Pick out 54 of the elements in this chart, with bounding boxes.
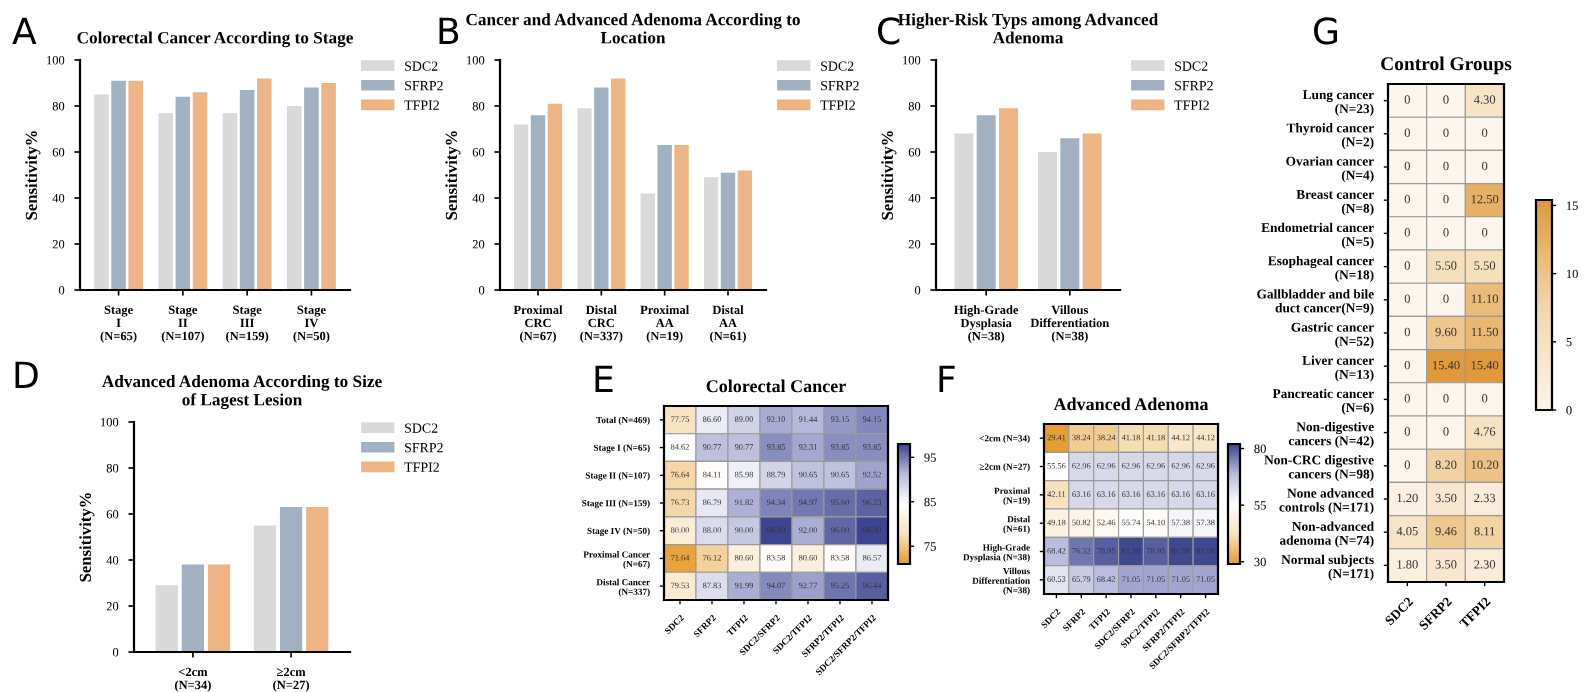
text: C	[878, 17, 900, 45]
chart-title: Advanced Adenoma	[1053, 397, 1209, 411]
bar	[192, 92, 208, 290]
bar	[239, 89, 255, 290]
text: D	[15, 361, 38, 388]
text: B	[439, 17, 459, 44]
bar	[111, 80, 126, 290]
bar	[128, 80, 143, 290]
bar	[703, 177, 719, 290]
text: F	[939, 365, 955, 392]
bar	[674, 145, 689, 290]
bar	[976, 115, 996, 290]
text: A	[12, 17, 37, 44]
bar	[657, 145, 672, 290]
bar	[640, 193, 655, 290]
y-axis-title: Sensitivity%	[881, 131, 897, 220]
bar	[287, 106, 302, 290]
bar	[513, 124, 529, 290]
bar	[594, 87, 609, 290]
chart-title: Control Groups	[1381, 56, 1512, 75]
bar	[577, 108, 592, 290]
bar	[304, 87, 319, 290]
bar	[181, 564, 205, 652]
bar	[175, 96, 191, 290]
bar	[611, 78, 626, 290]
bar	[207, 564, 231, 652]
bar	[279, 507, 303, 652]
bar	[954, 133, 974, 290]
bar	[222, 112, 238, 290]
bar	[158, 112, 173, 290]
bar	[253, 525, 277, 652]
bar	[321, 83, 336, 290]
chart-title: Advanced Adenoma According to Size of Lagest Lesion	[102, 375, 382, 410]
text: G	[1314, 17, 1338, 45]
chart-title: Higher-Risk Typs among Advanced Adenoma	[898, 13, 1159, 44]
chart-title: Colorectal Cancer	[706, 379, 846, 393]
chart-title: Cancer and Advanced Adenoma According to Location	[466, 13, 800, 44]
bar	[155, 585, 178, 652]
bar	[1060, 138, 1080, 290]
bar	[1038, 152, 1057, 290]
bar	[94, 94, 109, 290]
bar	[737, 170, 753, 290]
text: E	[595, 365, 613, 392]
bar	[547, 103, 563, 290]
y-axis-title: Sensitivity%	[445, 131, 461, 220]
bar	[1082, 133, 1102, 290]
bar	[306, 507, 329, 652]
bar	[720, 172, 736, 290]
bar	[257, 78, 272, 290]
y-axis-title: Sensitivity%	[25, 131, 41, 220]
chart-title: Colorectal Cancer According to Stage	[77, 31, 353, 48]
bar	[530, 115, 546, 290]
bar	[999, 108, 1018, 290]
y-axis-title: Sensitivity%	[79, 493, 95, 582]
